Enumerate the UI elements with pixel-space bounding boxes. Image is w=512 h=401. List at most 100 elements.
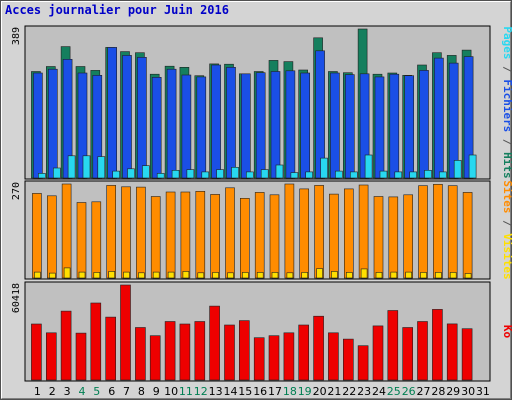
bar-visites-26 <box>403 194 414 279</box>
bar-visites-5 <box>91 201 102 279</box>
bar-sites-25 <box>390 271 398 279</box>
bar-visites-14 <box>225 187 235 279</box>
bar-fichiers-9 <box>151 77 162 179</box>
x-tick-label-20: 20 <box>313 385 327 398</box>
bar-fichiers-28 <box>434 57 444 179</box>
x-tick-label-14: 14 <box>224 385 238 398</box>
legend-text: Hits <box>501 152 512 179</box>
bar-pages-10 <box>171 170 180 179</box>
bar-sites-12 <box>197 272 205 279</box>
bar-visites-12 <box>195 191 206 279</box>
bar-sites-4 <box>78 271 86 279</box>
bar-pages-30 <box>468 154 477 179</box>
bar-visites-2 <box>46 195 57 279</box>
bar-fichiers-11 <box>181 74 192 179</box>
bar-pages-18 <box>290 172 299 179</box>
x-tick-label-17: 17 <box>268 385 282 398</box>
ko-panel-legend: Ko <box>501 325 512 339</box>
bar-sites-18 <box>286 272 294 279</box>
bar-ko-2 <box>45 332 57 381</box>
bar-fichiers-30 <box>463 56 474 179</box>
x-tick-label-9: 9 <box>153 385 160 398</box>
bar-sites-3 <box>63 267 71 279</box>
bar-ko-24 <box>372 325 384 381</box>
bar-fichiers-2 <box>47 68 58 179</box>
bar-pages-20 <box>320 157 328 179</box>
legend-text: Pages <box>501 26 512 59</box>
bar-fichiers-16 <box>255 72 266 179</box>
bar-ko-14 <box>224 324 235 381</box>
bar-sites-17 <box>271 272 279 279</box>
bar-pages-29 <box>453 160 462 179</box>
bar-visites-8 <box>136 186 146 279</box>
bar-fichiers-20 <box>315 50 325 179</box>
bar-visites-29 <box>447 185 458 279</box>
bar-pages-6 <box>112 170 120 179</box>
bar-ko-8 <box>135 327 146 381</box>
bar-fichiers-29 <box>448 62 459 179</box>
legend-text: Visites <box>501 233 512 279</box>
bar-visites-9 <box>150 196 161 279</box>
x-tick-label-23: 23 <box>357 385 371 398</box>
bar-visites-6 <box>106 185 116 279</box>
bar-sites-9 <box>152 271 160 279</box>
bar-sites-16 <box>256 272 264 279</box>
bar-pages-14 <box>231 167 239 179</box>
bar-ko-5 <box>90 302 102 381</box>
bar-fichiers-5 <box>92 75 103 179</box>
bar-sites-2 <box>48 272 56 279</box>
x-tick-label-30: 30 <box>461 385 475 398</box>
chart-title: Acces journalier pour Juin 2016 <box>5 3 229 17</box>
x-tick-label-1: 1 <box>34 385 41 398</box>
bar-sites-11 <box>182 271 190 279</box>
bar-visites-18 <box>284 183 295 279</box>
bar-ko-6 <box>105 316 116 381</box>
x-tick-label-5: 5 <box>93 385 100 398</box>
bar-sites-24 <box>375 272 383 279</box>
bar-visites-28 <box>433 184 443 279</box>
bar-sites-21 <box>331 271 338 279</box>
bar-ko-10 <box>164 321 176 381</box>
ko-panel-max-label: 60418 <box>11 283 22 313</box>
bar-visites-21 <box>329 193 339 279</box>
x-tick-label-4: 4 <box>79 385 86 398</box>
bar-pages-2 <box>52 167 61 179</box>
x-tick-label-15: 15 <box>238 385 252 398</box>
x-tick-label-10: 10 <box>164 385 178 398</box>
bar-sites-8 <box>138 272 145 279</box>
bar-sites-7 <box>123 271 130 279</box>
bar-pages-12 <box>201 171 210 179</box>
bar-pages-27 <box>424 170 432 179</box>
visits-panel-max-label: 270 <box>11 182 22 200</box>
bar-visites-11 <box>180 191 191 279</box>
bar-fichiers-7 <box>122 55 132 179</box>
bar-pages-7 <box>127 168 135 179</box>
bar-sites-27 <box>420 272 427 279</box>
bar-pages-24 <box>379 170 388 179</box>
bar-sites-14 <box>227 272 234 279</box>
bar-pages-1 <box>38 173 46 179</box>
hits-panel-max-label: 389 <box>11 27 22 45</box>
bar-sites-28 <box>435 272 442 279</box>
x-tick-label-8: 8 <box>138 385 145 398</box>
bar-ko-4 <box>75 332 87 381</box>
x-tick-label-3: 3 <box>64 385 71 398</box>
bar-ko-7 <box>120 284 131 381</box>
bar-pages-22 <box>349 171 358 179</box>
bar-fichiers-21 <box>330 72 340 179</box>
x-tick-label-31: 31 <box>476 385 490 398</box>
bar-ko-25 <box>387 310 399 381</box>
bar-fichiers-24 <box>374 76 385 179</box>
legend-text: / <box>501 59 512 79</box>
bar-visites-24 <box>373 196 384 279</box>
bar-fichiers-17 <box>270 71 281 179</box>
bar-sites-13 <box>212 272 219 279</box>
bar-ko-13 <box>209 305 220 381</box>
bar-visites-30 <box>462 192 473 279</box>
bar-fichiers-23 <box>359 73 370 179</box>
bar-visites-17 <box>269 194 280 279</box>
x-tick-label-26: 26 <box>402 385 416 398</box>
bar-visites-10 <box>165 191 176 279</box>
x-tick-label-27: 27 <box>417 385 431 398</box>
